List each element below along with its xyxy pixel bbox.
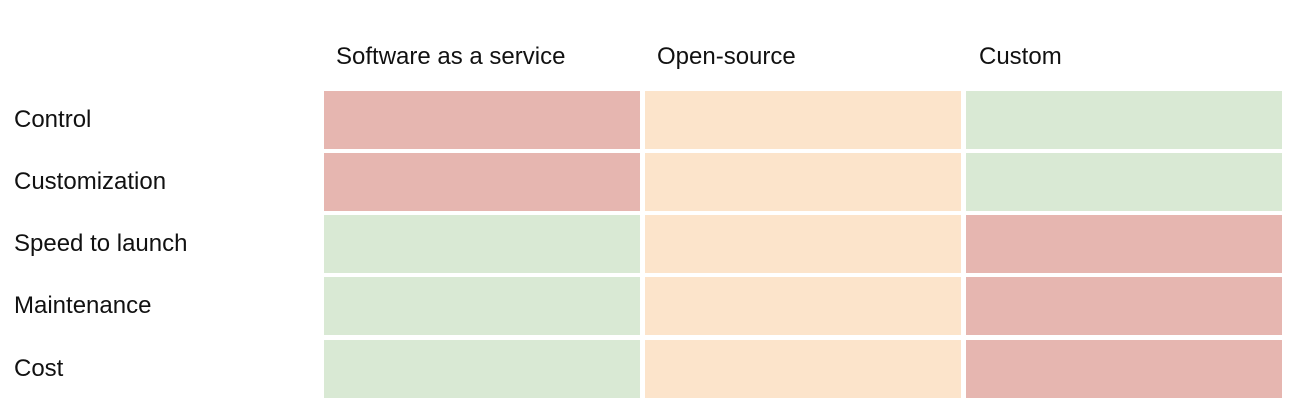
cell-control-saas: [324, 91, 640, 149]
cell-customization-custom: [966, 153, 1282, 211]
cell-speed-to-launch-custom: [966, 215, 1282, 273]
cell-cost-saas: [324, 340, 640, 398]
cell-maintenance-custom: [966, 277, 1282, 335]
cell-control-open-source: [645, 91, 961, 149]
cell-speed-to-launch-open-source: [645, 215, 961, 273]
column-header-open-source: Open-source: [657, 43, 796, 70]
cell-control-custom: [966, 91, 1282, 149]
row-label-cost: Cost: [14, 355, 64, 382]
cell-maintenance-saas: [324, 277, 640, 335]
cell-customization-saas: [324, 153, 640, 211]
row-label-maintenance: Maintenance: [14, 292, 152, 319]
cell-cost-open-source: [645, 340, 961, 398]
column-header-saas: Software as a service: [336, 43, 566, 70]
cell-speed-to-launch-saas: [324, 215, 640, 273]
cell-customization-open-source: [645, 153, 961, 211]
column-header-custom: Custom: [979, 43, 1062, 70]
cell-maintenance-open-source: [645, 277, 961, 335]
row-label-control: Control: [14, 106, 92, 133]
cell-cost-custom: [966, 340, 1282, 398]
row-label-speed-to-launch: Speed to launch: [14, 230, 188, 257]
row-label-customization: Customization: [14, 168, 167, 195]
